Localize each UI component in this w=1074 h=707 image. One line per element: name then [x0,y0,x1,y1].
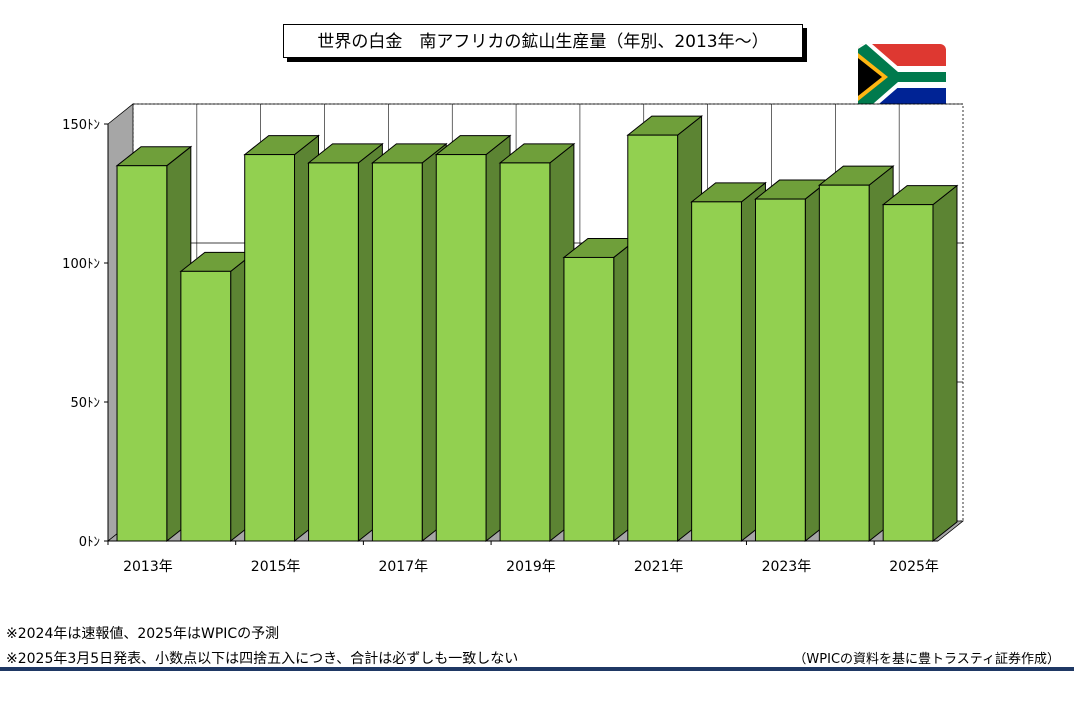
bar [179,251,257,543]
x-tick-label: 2021年 [634,559,684,575]
x-axis-tick-labels: 2013年 2015年 2017年 2019年 2021年 2023年 2025年 [107,541,939,575]
x-tick-label: 2023年 [762,559,812,575]
bar [498,142,576,543]
bar-front [244,154,296,542]
bar-front [308,162,359,542]
y-tick-label: 100ﾄﾝ [62,257,100,272]
bar-front [627,134,679,542]
bar-front [691,201,742,542]
x-tick-label: 2017年 [378,559,428,575]
bar [754,179,831,543]
bar-front [116,165,168,542]
footer-rule [0,667,1074,671]
bar [243,134,320,543]
bar [562,237,640,543]
y-tick-label: 150ﾄﾝ [62,118,100,133]
y-tick-label: 50ﾄﾝ [70,396,100,411]
x-tick-label: 2015年 [251,559,301,575]
y-tick-label: 0ﾄﾝ [79,535,100,550]
bar-side [932,184,958,543]
bar-front [563,256,615,542]
source-note: （WPICの資料を基に豊トラスティ証券作成） [793,652,1060,667]
bar-front [818,184,870,542]
bar-front [499,162,551,542]
y-axis-tick-labels: 0ﾄﾝ 50ﾄﾝ 100ﾄﾝ 150ﾄﾝ [62,118,100,550]
bar [434,134,512,543]
chart-title: 世界の白金 南アフリカの鉱山生産量（年別、2013年～） [283,24,803,58]
bar [115,145,193,543]
bar [370,142,448,543]
bar-front [882,204,934,542]
bar-front [435,154,487,542]
bar [626,115,704,543]
x-tick-label: 2025年 [889,559,939,575]
bar [881,184,959,543]
x-tick-label: 2013年 [123,559,173,575]
bars [115,115,959,543]
bar [817,165,895,543]
bar-front [371,162,423,542]
bar-front [754,198,806,542]
footnote-1: ※2024年は速報値、2025年はWPICの予測 [6,626,280,642]
footnote-2: ※2025年3月5日発表、小数点以下は四捨五入につき、合計は必ずしも一致しない [6,651,519,667]
bar [690,181,767,543]
x-tick-label: 2019年 [506,559,556,575]
bar [307,142,384,543]
bar-front [180,270,232,542]
